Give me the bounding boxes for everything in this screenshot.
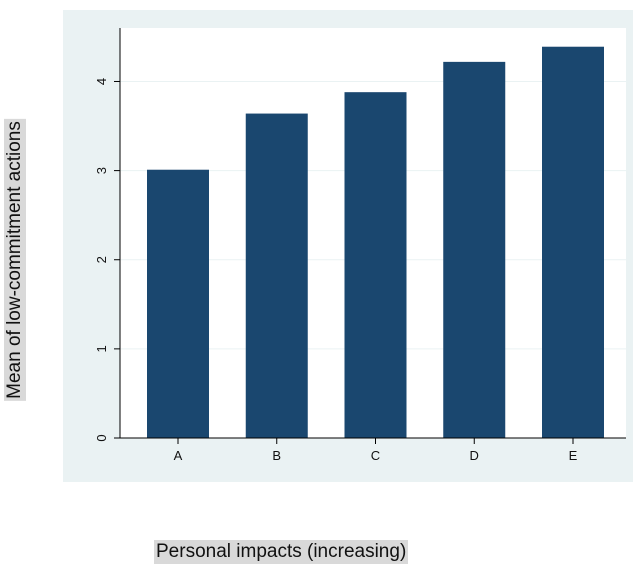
y-ticks: 0 1 2 3 4 (94, 78, 120, 442)
bar-c (344, 92, 407, 438)
bar-a (147, 169, 209, 438)
y-tick-label: 2 (94, 256, 109, 263)
axes (119, 28, 626, 439)
y-tick-label: 4 (94, 78, 109, 85)
y-tick-label: 1 (94, 345, 109, 352)
y-tick-label: 0 (94, 434, 109, 441)
y-tick-label: 3 (94, 167, 109, 174)
x-axis-title: Personal impacts (increasing) (154, 540, 409, 564)
x-tick-label: E (569, 448, 578, 463)
y-axis-title: Mean of low-commitment actions (4, 119, 26, 401)
bar-e (542, 46, 604, 438)
bar-b (245, 113, 308, 438)
y-axis-title-container: Mean of low-commitment actions (0, 80, 30, 440)
x-tick-label: A (174, 448, 183, 463)
x-tick-label: B (272, 448, 281, 463)
bar-d (443, 61, 506, 438)
x-ticks: A B C D E (174, 438, 578, 463)
x-tick-label: C (371, 448, 380, 463)
x-tick-label: D (470, 448, 479, 463)
bars (147, 46, 604, 438)
